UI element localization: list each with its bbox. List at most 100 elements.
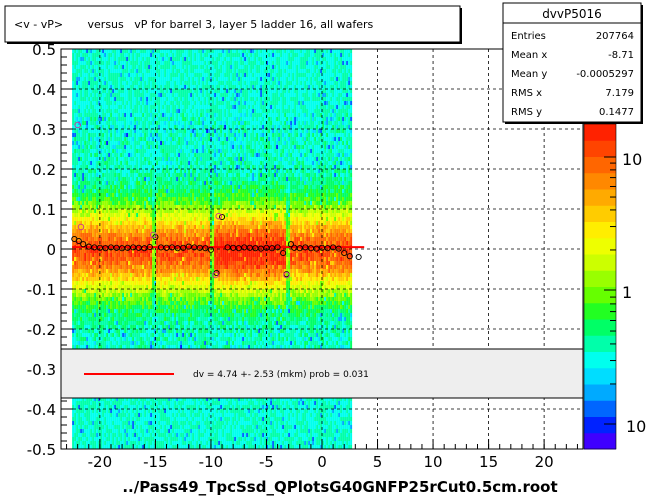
heatmap-cell	[90, 221, 93, 225]
heatmap-cell	[100, 109, 103, 113]
heatmap-cell	[72, 105, 75, 109]
heatmap-cell	[170, 233, 173, 237]
heatmap-cell	[86, 253, 89, 257]
heatmap-cell	[140, 105, 143, 109]
heatmap-cell	[98, 253, 101, 257]
heatmap-cell	[80, 217, 83, 221]
heatmap-cell	[144, 77, 147, 81]
heatmap-cell	[72, 145, 75, 149]
heatmap-cell	[136, 325, 139, 329]
heatmap-cell	[108, 321, 111, 325]
heatmap-cell	[104, 237, 107, 241]
heatmap-cell	[144, 265, 147, 269]
heatmap-cell	[162, 193, 165, 197]
heatmap-cell	[138, 429, 141, 433]
heatmap-cell	[128, 149, 131, 153]
heatmap-cell	[118, 289, 121, 293]
heatmap-cell	[80, 145, 83, 149]
heatmap-cell	[162, 249, 165, 253]
heatmap-cell	[80, 117, 83, 121]
heatmap-cell	[84, 321, 87, 325]
heatmap-cell	[170, 277, 173, 281]
heatmap-cell	[160, 77, 163, 81]
heatmap-cell	[154, 153, 157, 157]
heatmap-cell	[158, 129, 161, 133]
heatmap-cell	[148, 97, 151, 101]
heatmap-cell	[140, 53, 143, 57]
heatmap-cell	[146, 417, 149, 421]
heatmap-cell	[72, 153, 75, 157]
heatmap-cell	[146, 281, 149, 285]
heatmap-cell	[84, 101, 87, 105]
heatmap-cell	[110, 433, 113, 437]
heatmap-cell	[72, 265, 75, 269]
heatmap-cell	[170, 189, 173, 193]
heatmap-cell	[124, 309, 127, 313]
heatmap-cell	[118, 445, 121, 449]
heatmap-cell	[112, 77, 115, 81]
heatmap-cell	[126, 113, 129, 117]
heatmap-cell	[144, 141, 147, 145]
heatmap-cell	[78, 345, 81, 349]
heatmap-cell	[114, 273, 117, 277]
heatmap-cell	[88, 221, 91, 225]
heatmap-cell	[86, 305, 89, 309]
heatmap-cell	[100, 341, 103, 345]
heatmap-cell	[170, 213, 173, 217]
heatmap-cell	[76, 417, 79, 421]
heatmap-cell	[132, 137, 135, 141]
heatmap-cell	[108, 237, 111, 241]
heatmap-cell	[128, 329, 131, 333]
heatmap-cell	[98, 65, 101, 69]
heatmap-cell	[142, 101, 145, 105]
heatmap-cell	[116, 257, 119, 261]
heatmap-cell	[148, 129, 151, 133]
heatmap-cell	[122, 225, 125, 229]
heatmap-cell	[166, 325, 169, 329]
heatmap-cell	[162, 105, 165, 109]
heatmap-cell	[114, 433, 117, 437]
heatmap-cell	[92, 49, 95, 53]
heatmap-cell	[116, 421, 119, 425]
heatmap-cell	[164, 169, 167, 173]
heatmap-cell	[92, 265, 95, 269]
heatmap-cell	[90, 85, 93, 89]
heatmap-cell	[140, 405, 143, 409]
heatmap-cell	[152, 125, 155, 129]
heatmap-cell	[114, 329, 117, 333]
heatmap-cell	[90, 345, 93, 349]
heatmap-cell	[86, 309, 89, 313]
heatmap-cell	[146, 221, 149, 225]
heatmap-cell	[102, 153, 105, 157]
heatmap-cell	[114, 261, 117, 265]
heatmap-cell	[164, 445, 167, 449]
heatmap-cell	[94, 161, 97, 165]
heatmap-cell	[156, 113, 159, 117]
heatmap-cell	[160, 217, 163, 221]
heatmap-cell	[102, 297, 105, 301]
heatmap-cell	[138, 85, 141, 89]
heatmap-cell	[130, 129, 133, 133]
heatmap-cell	[134, 77, 137, 81]
heatmap-cell	[82, 333, 85, 337]
heatmap-cell	[92, 425, 95, 429]
heatmap-cell	[114, 189, 117, 193]
heatmap-cell	[108, 397, 111, 401]
heatmap-cell	[84, 125, 87, 129]
heatmap-cell	[102, 213, 105, 217]
heatmap-cell	[110, 61, 113, 65]
heatmap-cell	[94, 197, 97, 201]
heatmap-cell	[88, 309, 91, 313]
heatmap-cell	[126, 273, 129, 277]
heatmap-cell	[138, 241, 141, 245]
heatmap-cell	[144, 193, 147, 197]
heatmap-cell	[142, 317, 145, 321]
heatmap-cell	[74, 69, 77, 73]
heatmap-cell	[162, 313, 165, 317]
heatmap-cell	[160, 285, 163, 289]
heatmap-cell	[160, 325, 163, 329]
heatmap-cell	[74, 129, 77, 133]
heatmap-cell	[122, 81, 125, 85]
heatmap-cell	[120, 129, 123, 133]
heatmap-cell	[112, 73, 115, 77]
